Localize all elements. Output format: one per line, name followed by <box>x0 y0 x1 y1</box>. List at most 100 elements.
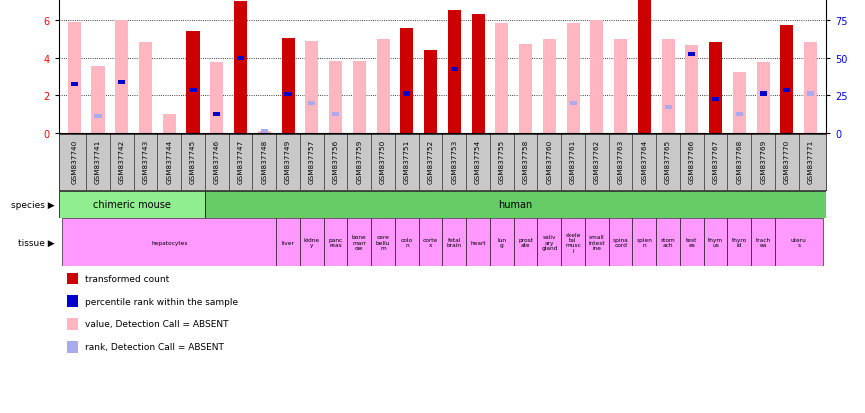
Bar <box>71 83 78 87</box>
Bar <box>680 219 704 266</box>
Bar <box>569 102 577 106</box>
Text: GSM837767: GSM837767 <box>713 139 719 183</box>
Bar <box>704 219 727 266</box>
Text: GSM837764: GSM837764 <box>641 139 647 183</box>
Bar <box>395 219 419 266</box>
Bar <box>119 81 125 85</box>
Bar <box>308 102 316 106</box>
Bar <box>757 63 770 134</box>
Text: GSM837759: GSM837759 <box>356 139 362 183</box>
Bar <box>784 88 791 93</box>
Text: percentile rank within the sample: percentile rank within the sample <box>85 297 238 306</box>
Text: GSM837750: GSM837750 <box>380 139 386 183</box>
Bar <box>804 43 817 134</box>
Bar <box>237 56 244 61</box>
Text: heart: heart <box>471 240 486 245</box>
Text: GSM837769: GSM837769 <box>760 139 766 183</box>
Text: chimeric mouse: chimeric mouse <box>93 199 170 210</box>
Text: GSM837747: GSM837747 <box>238 139 244 183</box>
Bar <box>67 23 80 134</box>
Text: bone
marr
ow: bone marr ow <box>352 235 367 251</box>
Bar <box>466 219 490 266</box>
Bar <box>759 92 766 96</box>
Bar <box>609 219 632 266</box>
Bar <box>709 43 722 134</box>
Text: GSM837762: GSM837762 <box>594 139 599 183</box>
Bar <box>424 51 437 134</box>
Bar <box>329 62 342 134</box>
Bar <box>657 219 680 266</box>
Text: GSM837746: GSM837746 <box>214 139 220 183</box>
Text: hepatocytes: hepatocytes <box>151 240 188 245</box>
Bar <box>258 132 271 134</box>
Bar <box>305 41 318 134</box>
Bar <box>496 24 509 134</box>
Text: thyro
id: thyro id <box>732 237 747 248</box>
Text: corte
x: corte x <box>423 237 439 248</box>
Text: splen
n: splen n <box>637 237 652 248</box>
Bar <box>638 0 650 134</box>
Bar <box>353 62 366 134</box>
Text: thym
us: thym us <box>708 237 723 248</box>
Text: GSM837763: GSM837763 <box>618 139 624 183</box>
Bar <box>403 92 410 96</box>
Bar <box>614 40 627 134</box>
Bar <box>448 11 461 134</box>
Bar <box>775 219 823 266</box>
Bar <box>400 29 413 134</box>
Text: trach
ea: trach ea <box>755 237 771 248</box>
Bar <box>115 21 128 134</box>
Text: spina
cord: spina cord <box>612 237 629 248</box>
Bar <box>332 113 339 117</box>
Bar <box>187 32 200 134</box>
Text: stom
ach: stom ach <box>661 237 676 248</box>
Text: human: human <box>498 199 533 210</box>
Bar <box>234 2 247 134</box>
Text: GSM837748: GSM837748 <box>261 139 267 183</box>
Text: GSM837744: GSM837744 <box>166 139 172 183</box>
Bar <box>590 21 604 134</box>
Bar <box>300 219 324 266</box>
Bar <box>751 219 775 266</box>
Text: GSM837761: GSM837761 <box>570 139 576 183</box>
Bar <box>260 130 268 134</box>
Bar <box>537 219 561 266</box>
Bar <box>689 52 695 57</box>
Text: GSM837755: GSM837755 <box>499 139 505 183</box>
Bar <box>285 93 292 97</box>
Text: transformed count: transformed count <box>85 274 169 283</box>
Bar <box>371 219 395 266</box>
Text: GSM837768: GSM837768 <box>736 139 742 183</box>
Bar <box>736 113 743 117</box>
Text: prost
ate: prost ate <box>518 237 533 248</box>
Text: skele
tal
musc
l: skele tal musc l <box>565 232 581 253</box>
Text: GSM837740: GSM837740 <box>71 139 77 183</box>
Bar <box>519 45 532 134</box>
Bar <box>585 219 609 266</box>
Text: colo
n: colo n <box>400 237 413 248</box>
Bar <box>348 219 371 266</box>
Text: GSM837752: GSM837752 <box>427 139 433 183</box>
Bar <box>163 115 176 134</box>
Text: small
intest
ine: small intest ine <box>588 235 606 251</box>
Bar <box>59 191 205 218</box>
Bar <box>471 15 484 134</box>
Bar <box>632 219 657 266</box>
Bar <box>189 88 196 93</box>
Bar <box>324 219 348 266</box>
Text: GSM837754: GSM837754 <box>475 139 481 183</box>
Text: lun
g: lun g <box>497 237 506 248</box>
Text: GSM837751: GSM837751 <box>404 139 410 183</box>
Text: GSM837745: GSM837745 <box>190 139 196 183</box>
Text: GSM837757: GSM837757 <box>309 139 315 183</box>
Bar <box>205 191 826 218</box>
Bar <box>451 68 458 72</box>
Bar <box>567 24 580 134</box>
Bar <box>733 73 746 134</box>
Text: fetal
brain: fetal brain <box>447 237 462 248</box>
Bar <box>419 219 443 266</box>
Bar <box>92 67 105 134</box>
Text: saliv
ary
gland: saliv ary gland <box>541 235 558 251</box>
Bar <box>443 219 466 266</box>
Text: GSM837765: GSM837765 <box>665 139 671 183</box>
